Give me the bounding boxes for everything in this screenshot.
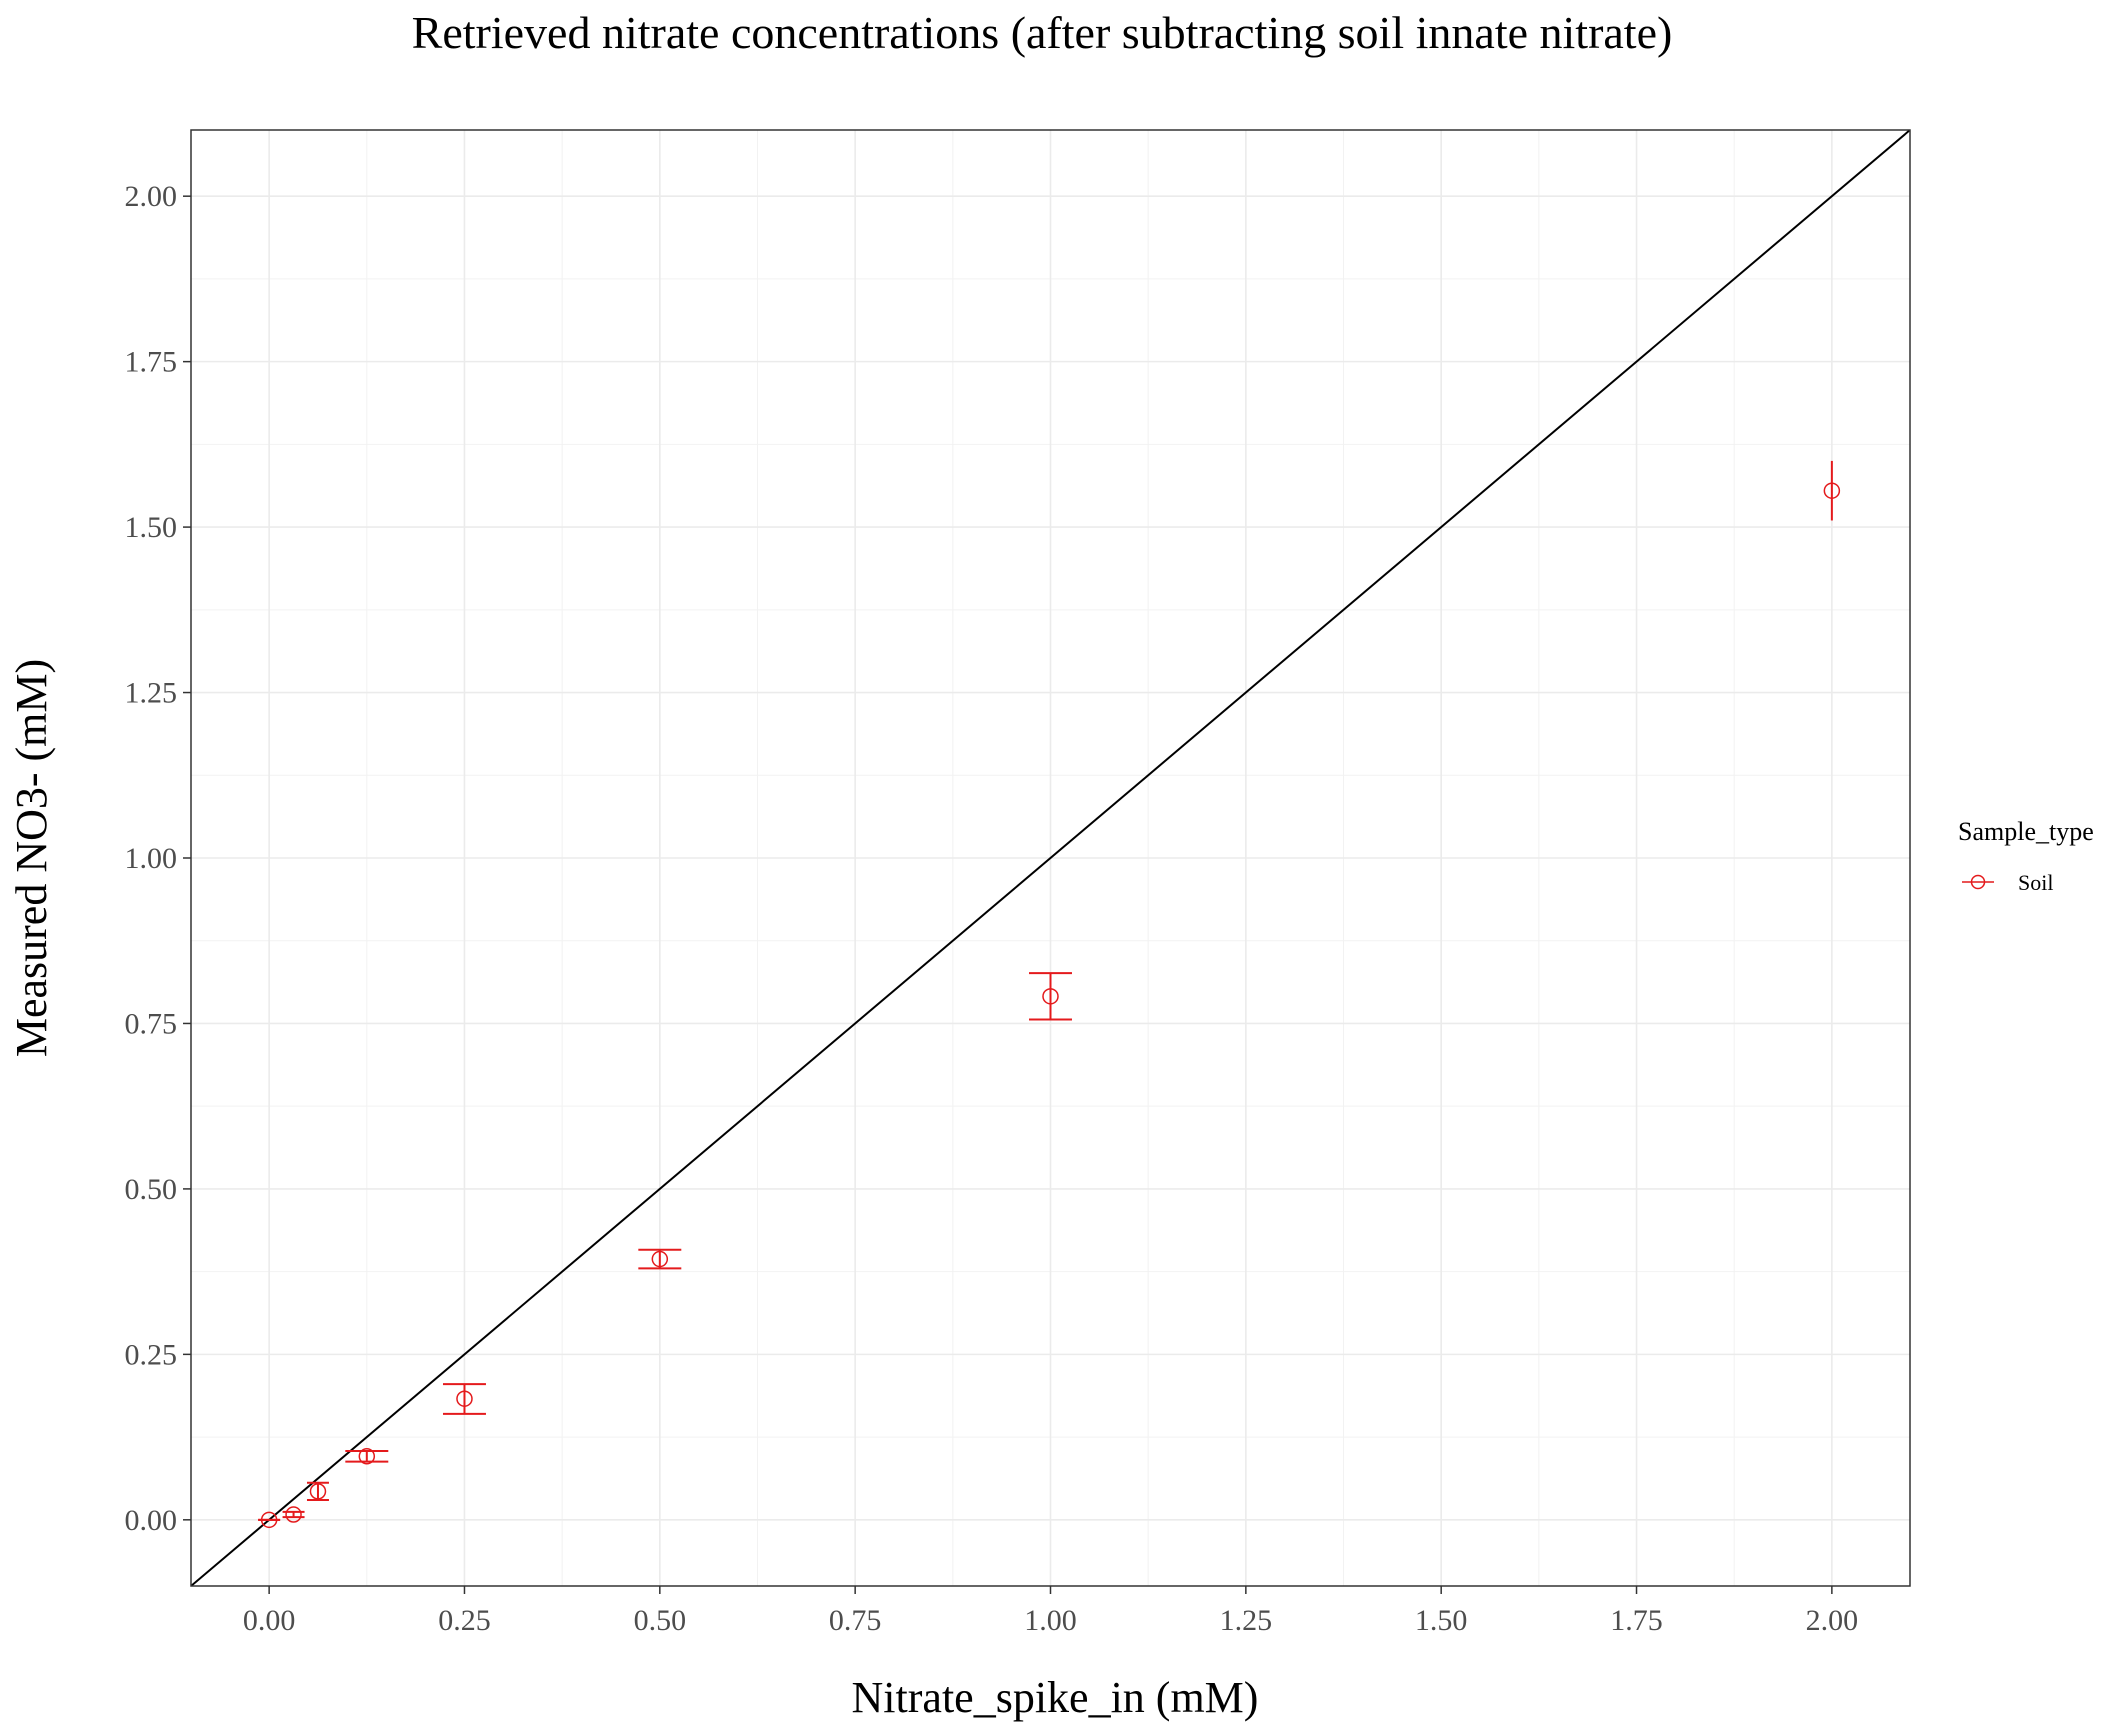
error-bar [345,1449,389,1463]
legend-title: Sample_type [1958,817,2094,846]
x-axis-title: Nitrate_spike_in (mM) [852,1673,1259,1722]
major-grid [191,130,1910,1586]
x-tick-label: 1.25 [1220,1604,1273,1637]
y-tick-label: 0.75 [125,1007,178,1040]
data-point [1823,482,1841,499]
legend-key-soil [1962,874,1994,890]
x-tick-label: 1.75 [1610,1604,1663,1637]
error-bar [306,1481,329,1501]
data-point [456,1390,473,1407]
data-points [260,482,1841,1529]
y-tick-label: 1.00 [125,842,178,875]
y-tick-label: 1.25 [125,677,178,710]
y-tick-label: 0.25 [125,1338,178,1371]
x-tick-label: 2.00 [1806,1604,1859,1637]
plot-panel [190,129,1911,1587]
data-point [358,1448,376,1465]
legend: Sample_type Soil [1958,817,2094,895]
x-tick-label: 0.25 [438,1604,491,1637]
y-axis: 0.00 0.25 0.50 0.75 1.00 1.25 1.50 1.75 2.00 [125,180,191,1537]
data-point [309,1483,327,1500]
data-point [1042,988,1059,1005]
data-point [285,1506,302,1523]
y-tick-label: 2.00 [125,180,178,213]
data-point [651,1250,669,1268]
x-tick-label: 0.75 [829,1604,882,1637]
y-tick-label: 1.75 [125,346,178,379]
x-axis: 0.00 0.25 0.50 0.75 1.00 1.25 1.50 1.75 2.00 [243,1586,1858,1637]
legend-label-soil: Soil [2018,870,2053,895]
y-tick-label: 1.50 [125,511,178,544]
chart-title: Retrieved nitrate concentrations (after … [412,7,1673,58]
y-tick-label: 0.50 [125,1173,178,1206]
error-bar [442,1383,486,1415]
y-axis-title: Measured NO3- (mM) [7,659,56,1057]
x-tick-label: 1.00 [1024,1604,1077,1637]
x-tick-label: 0.00 [243,1604,296,1637]
error-bar [1029,972,1072,1021]
error-bar [638,1248,682,1270]
identity-reference-line [191,130,1910,1586]
x-tick-label: 0.50 [634,1604,687,1637]
x-tick-label: 1.50 [1415,1604,1468,1637]
data-point [260,1511,278,1529]
y-tick-label: 0.00 [125,1504,178,1537]
